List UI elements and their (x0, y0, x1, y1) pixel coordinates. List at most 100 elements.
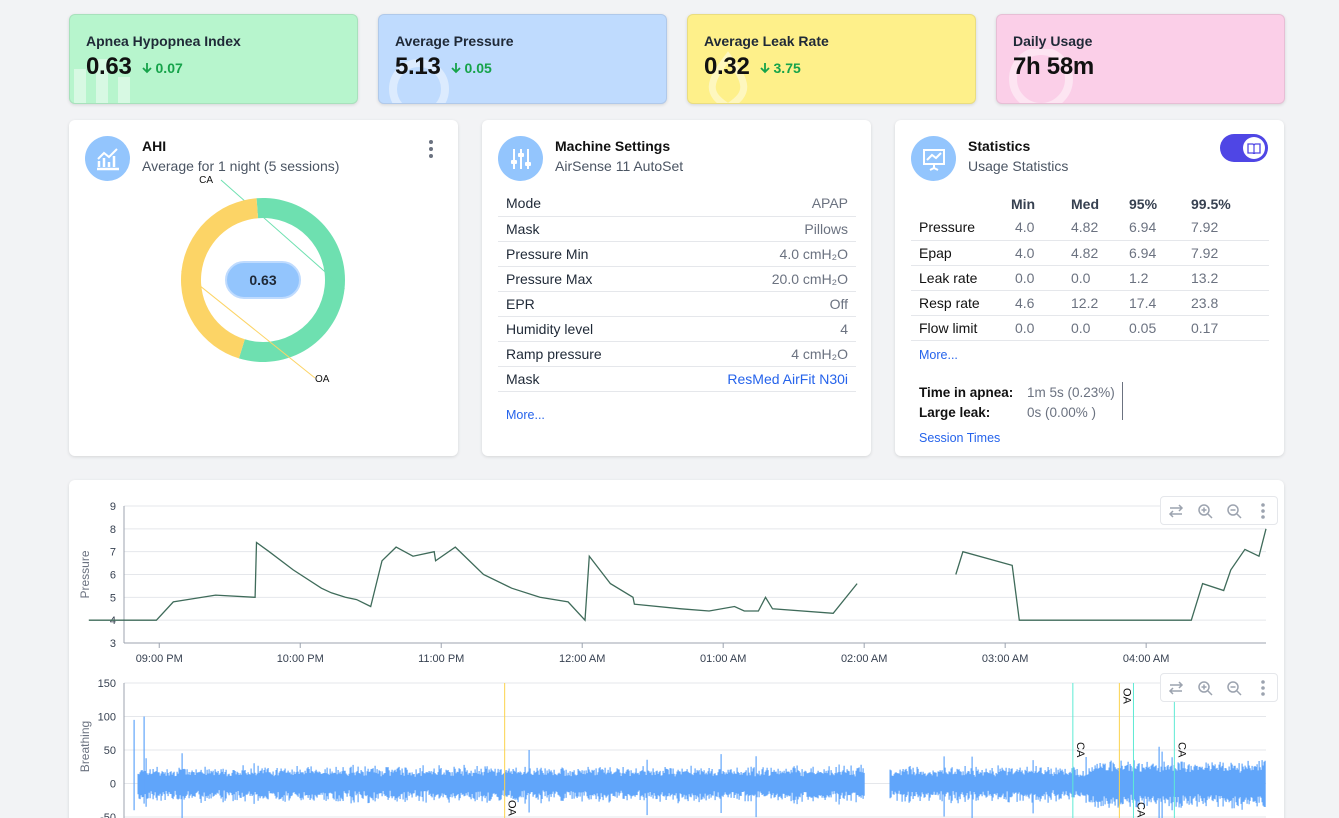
x-tick-label: 01:00 AM (700, 653, 746, 665)
machine-settings-card: Machine Settings AirSense 11 AutoSet Mod… (482, 120, 871, 456)
x-tick-label: 10:00 PM (277, 653, 324, 665)
stats-value: 13.2 (1191, 265, 1269, 291)
session-times-link[interactable]: Session Times (919, 431, 1001, 445)
zoom-in-icon[interactable] (1190, 674, 1219, 701)
ahi-donut-chart: CA OA 0.63 (180, 175, 345, 385)
event-label: CA (1134, 802, 1146, 818)
ahi-center-value: 0.63 (249, 272, 276, 288)
donut-label-line (220, 179, 345, 290)
stats-row: Pressure 4.0 4.82 6.94 7.92 (911, 215, 1269, 241)
swap-icon[interactable] (1161, 674, 1190, 701)
statistics-card: Statistics Usage Statistics Min Med 95% … (895, 120, 1284, 456)
setting-value: Off (659, 291, 856, 317)
zoom-out-icon[interactable] (1219, 497, 1248, 524)
y-tick-label: 150 (98, 678, 116, 690)
x-tick-label: 11:00 PM (418, 653, 464, 665)
stats-value: 0.0 (1071, 265, 1129, 291)
kpi-title: Apnea Hypopnea Index (86, 33, 241, 49)
x-tick-label: 03:00 AM (982, 653, 1028, 665)
pressure-series-line[interactable] (88, 528, 1267, 622)
chart-menu-icon[interactable] (1248, 674, 1277, 701)
stats-value: 0.0 (1011, 265, 1071, 291)
stats-value: 4.82 (1071, 215, 1129, 241)
setting-label: Pressure Max (498, 266, 660, 292)
zoom-in-icon[interactable] (1190, 497, 1219, 524)
stats-label: Leak rate (911, 265, 1011, 291)
stats-row: Flow limit 0.0 0.0 0.05 0.17 (911, 315, 1269, 341)
leak-label: Large leak: (919, 404, 991, 420)
breathing-waveform[interactable] (137, 746, 1266, 818)
stats-value: 0.17 (1191, 315, 1269, 341)
sleep-charts: 3 4 5 6 7 8 9 09:00 PM 10:00 PM 11:00 PM 12:00 AM 0… (78, 501, 1267, 818)
statistics-view-toggle[interactable] (1220, 134, 1268, 162)
settings-table: Mode APAP Mask Pillows Pressure Min 4.0 cmH₂O… (498, 191, 856, 392)
gauge-icon (389, 59, 449, 103)
card-subtitle: AirSense 11 AutoSet (555, 158, 684, 174)
swap-icon[interactable] (1161, 497, 1190, 524)
kpi-value: 0.63 (86, 53, 132, 80)
setting-label: Humidity level (498, 316, 660, 342)
kpi-delta-value: 3.75 (773, 60, 801, 76)
stats-value: 6.94 (1129, 240, 1191, 266)
pressure-chart-toolbar (1160, 496, 1278, 525)
chart-icon (74, 59, 130, 103)
setting-value: 4 cmH₂O (659, 341, 856, 367)
kpi-title: Daily Usage (1013, 33, 1093, 49)
col-header: Med (1071, 196, 1099, 212)
kpi-delta: 0.05 (450, 60, 492, 76)
stats-value: 4.6 (1011, 290, 1071, 316)
settings-row: Mask ResMed AirFit N30i (498, 366, 856, 392)
stats-value: 17.4 (1129, 290, 1191, 316)
more-settings-link[interactable]: More... (506, 408, 545, 422)
y-tick-label: -50 (100, 812, 116, 818)
more-stats-link[interactable]: More... (919, 348, 958, 362)
stats-label: Flow limit (911, 315, 1011, 341)
more-options-icon[interactable] (424, 140, 438, 158)
donut-slice-oa[interactable] (180, 198, 259, 359)
arrow-down-icon (450, 63, 461, 74)
x-tick-label: 09:00 PM (136, 653, 183, 665)
kpi-ahi: Apnea Hypopnea Index 0.63 0.07 (69, 14, 358, 104)
setting-value: APAP (659, 191, 856, 217)
kpi-value: 7h 58m (1013, 53, 1094, 80)
stats-value: 4.0 (1011, 240, 1071, 266)
stats-value: 0.0 (1071, 315, 1129, 341)
charts-card: 3 4 5 6 7 8 9 09:00 PM 10:00 PM 11:00 PM 12:00 AM 0… (69, 480, 1284, 818)
y-tick-label: 9 (110, 501, 116, 513)
book-icon (1243, 137, 1265, 159)
y-tick-label: 7 (110, 547, 116, 559)
zoom-out-icon[interactable] (1219, 674, 1248, 701)
setting-value: 4 (659, 316, 856, 342)
chart-menu-icon[interactable] (1248, 497, 1277, 524)
setting-value: 4.0 cmH₂O (659, 241, 856, 267)
kpi-usage: Daily Usage 7h 58m (996, 14, 1285, 104)
y-tick-label: 3 (110, 638, 116, 650)
card-subtitle: Usage Statistics (968, 158, 1069, 174)
y-tick-label: 6 (110, 570, 116, 582)
setting-label: Mask (498, 216, 660, 242)
settings-row: Mode APAP (498, 191, 856, 217)
card-subtitle: Average for 1 night (5 sessions) (142, 158, 340, 174)
stats-value: 1.2 (1129, 265, 1191, 291)
divider (1122, 382, 1123, 420)
stats-row: Leak rate 0.0 0.0 1.2 13.2 (911, 265, 1269, 291)
arrow-down-icon (141, 63, 152, 74)
breathing-spike (133, 716, 145, 811)
donut-slice-ca[interactable] (238, 198, 345, 362)
stats-label: Pressure (911, 215, 1011, 241)
event-label: CA (1175, 742, 1187, 758)
apnea-label: Time in apnea: (919, 384, 1014, 400)
presentation-chart-icon (911, 136, 956, 181)
kpi-delta-value: 0.05 (464, 60, 492, 76)
settings-row: Pressure Max 20.0 cmH₂O (498, 266, 856, 292)
y-tick-label: 5 (110, 592, 116, 604)
stats-value: 23.8 (1191, 290, 1269, 316)
y-tick-label: 8 (110, 524, 116, 536)
setting-value[interactable]: ResMed AirFit N30i (659, 366, 856, 392)
ahi-card: AHI Average for 1 night (5 sessions) CA O… (69, 120, 458, 456)
stats-value: 4.82 (1071, 240, 1129, 266)
apnea-summary: Time in apnea: 1m 5s (0.23%) Large leak: 0… (919, 382, 1123, 422)
stats-value: 6.94 (1129, 215, 1191, 241)
y-tick-label: 0 (110, 779, 116, 791)
donut-label-ca: CA (199, 175, 213, 186)
